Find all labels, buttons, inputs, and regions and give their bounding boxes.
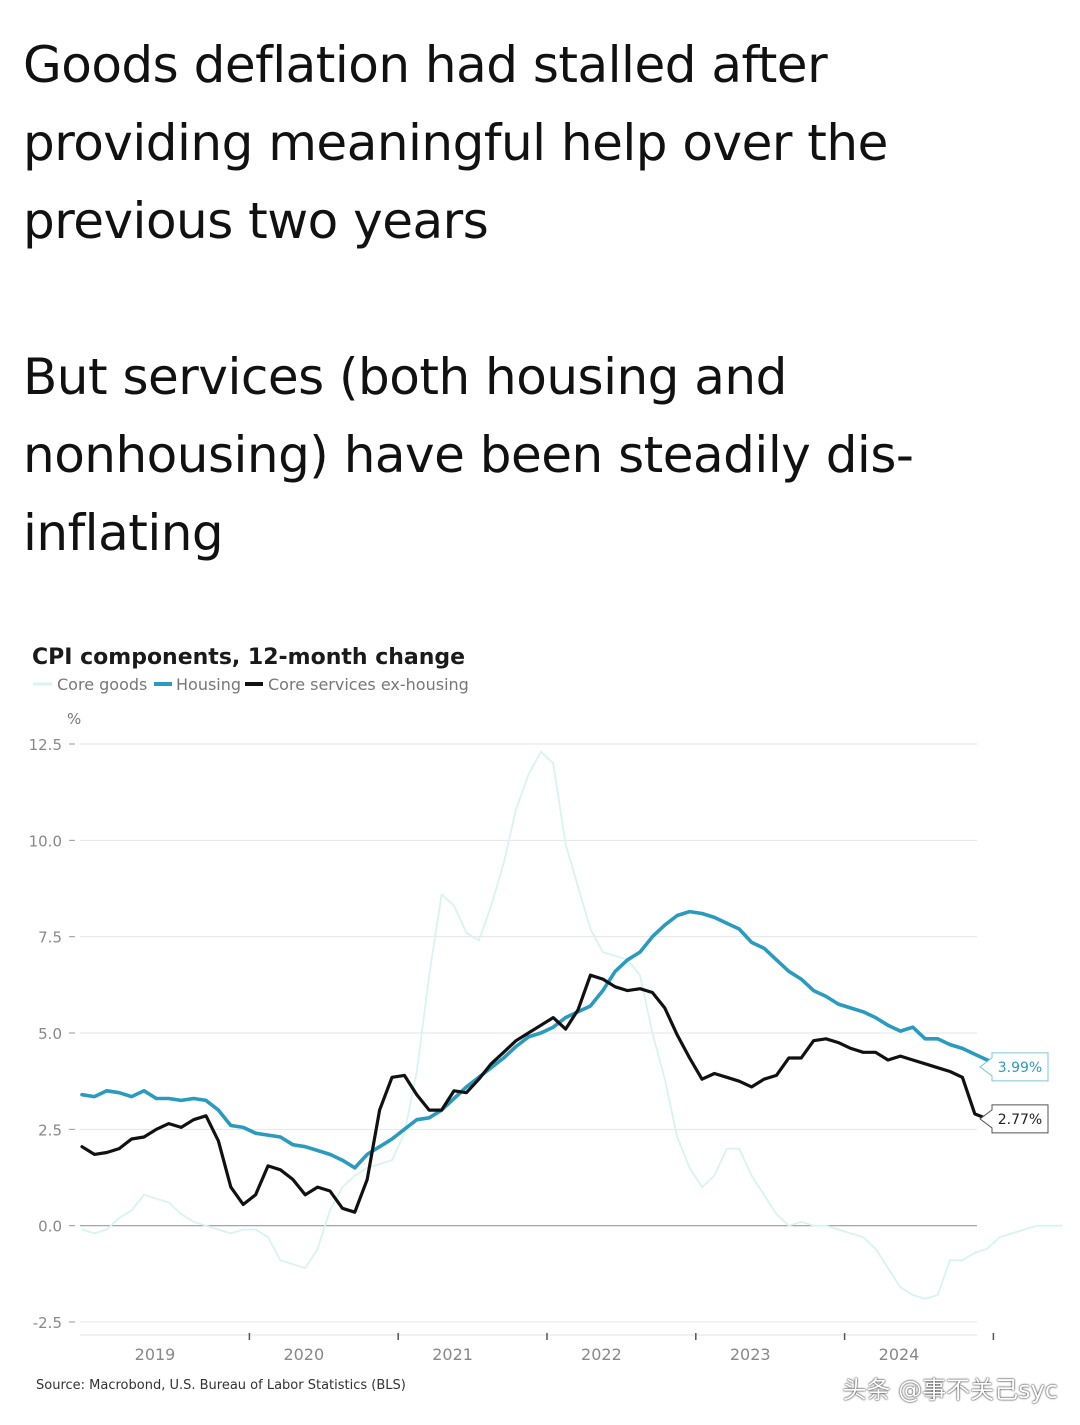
headline-paragraph-2: But services (both housing and nonhousin… — [23, 338, 1063, 572]
series-line-core-services — [80, 973, 989, 1214]
end-label-core-services: 2.77% — [998, 1112, 1042, 1128]
headline-line: previous two years — [23, 192, 489, 250]
legend-label-core-goods: Core goods — [57, 675, 147, 694]
x-tick-label: 2022 — [581, 1345, 622, 1364]
headline-line: Goods deflation had stalled after — [23, 36, 828, 94]
cpi-chart: CPI components, 12-month change Core goo… — [29, 645, 1063, 1393]
headline-line: But services (both housing and — [23, 348, 787, 406]
y-tick-label: -2.5 — [33, 1314, 62, 1332]
headline-line: inflating — [23, 504, 224, 562]
chart-title: CPI components, 12-month change — [32, 645, 465, 670]
y-axis-unit: % — [67, 710, 81, 728]
y-tick-label: 2.5 — [38, 1121, 62, 1139]
y-tick-label: 10.0 — [29, 832, 62, 850]
x-tick-label: 2021 — [432, 1345, 473, 1364]
chart-legend: Core goods Housing Core services ex-hous… — [33, 675, 469, 694]
y-tick-label: 0.0 — [38, 1218, 62, 1236]
headline-line: nonhousing) have been steadily dis- — [23, 426, 914, 484]
headline-line: providing meaningful help over the — [23, 114, 888, 172]
y-tick-label: 12.5 — [29, 736, 62, 754]
x-tick-label: 2020 — [283, 1345, 324, 1364]
source-note: Source: Macrobond, U.S. Bureau of Labor … — [36, 1378, 406, 1393]
end-label-box-core-services — [979, 1104, 1049, 1134]
y-axis: 12.5 10.0 7.5 5.0 2.5 0.0 -2.5 — [29, 736, 977, 1332]
series-line-core-goods — [81, 750, 1063, 1300]
x-tick-label: 2023 — [730, 1345, 771, 1364]
series-line-housing — [80, 909, 1027, 1170]
headline-paragraph-1: Goods deflation had stalled after provid… — [23, 26, 1063, 260]
legend-label-core-services: Core services ex-housing — [268, 675, 469, 694]
x-axis: 2019 2020 2021 2022 2023 2024 — [80, 1333, 995, 1364]
y-tick-label: 5.0 — [38, 1025, 62, 1043]
legend-label-housing: Housing — [176, 675, 241, 694]
series-lines — [80, 750, 1063, 1300]
y-tick-label: 7.5 — [38, 929, 62, 947]
x-tick-label: 2019 — [135, 1345, 176, 1364]
end-labels: 3.99% 2.77% — [979, 1052, 1049, 1134]
end-label-housing: 3.99% — [998, 1060, 1042, 1076]
x-tick-label: 2024 — [879, 1345, 920, 1364]
watermark: 头条 @事不关己syc — [842, 1376, 1058, 1404]
end-label-box-housing — [979, 1052, 1049, 1082]
